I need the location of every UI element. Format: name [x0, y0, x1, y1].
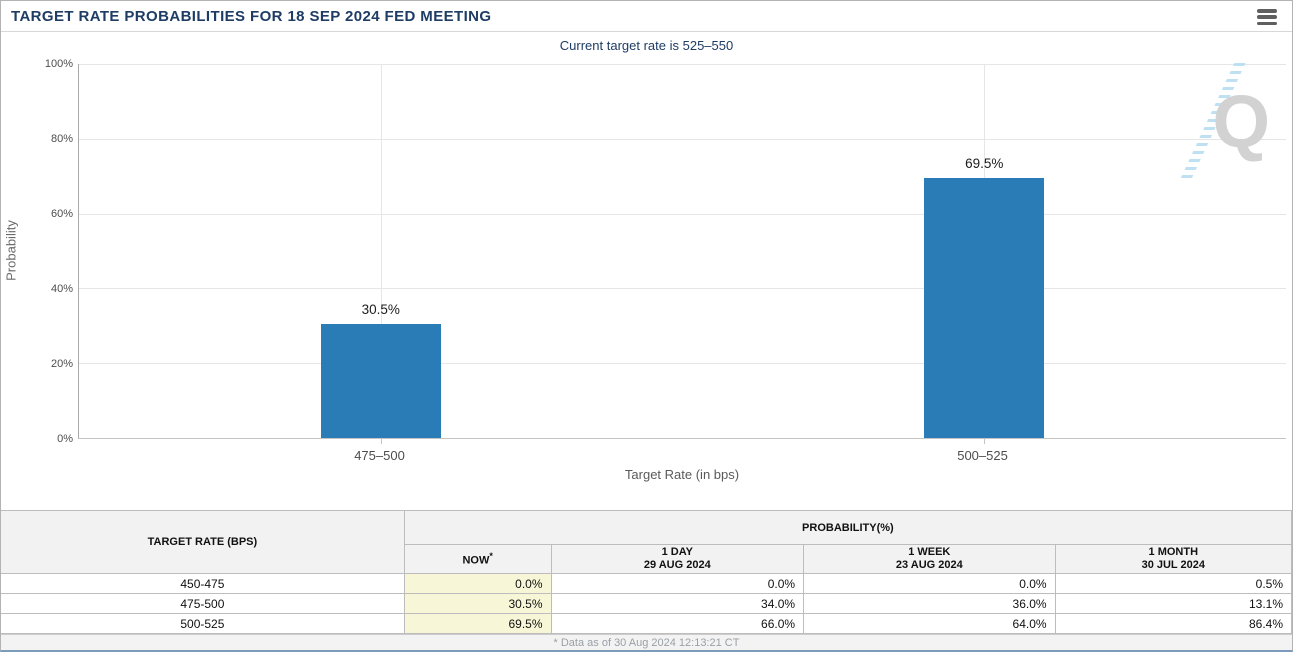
probability-bar[interactable]: [924, 178, 1045, 438]
col-date: 29 AUG 2024: [643, 559, 711, 571]
hamburger-bar: [1257, 15, 1277, 19]
col-header-1-month: 1 MONTH 30 JUL 2024: [1055, 544, 1292, 574]
data-as-of-note: * Data as of 30 Aug 2024 12:13:21 CT: [1, 634, 1292, 650]
now-probability-cell: 30.5%: [404, 593, 552, 614]
bar-value-label: 30.5%: [361, 301, 400, 317]
day-probability-cell: 0.0%: [551, 573, 805, 594]
x-axis-tick: [984, 438, 986, 444]
month-probability-cell: 0.5%: [1055, 573, 1292, 594]
current-target-rate-subtitle: Current target rate is 525–550: [559, 38, 734, 53]
week-probability-cell: 36.0%: [803, 593, 1056, 614]
bar-value-label: 69.5%: [965, 156, 1004, 172]
hamburger-bar: [1257, 9, 1277, 13]
month-probability-cell: 86.4%: [1055, 613, 1292, 634]
y-gridline: [79, 288, 1286, 290]
rate-range-cell: 475-500: [1, 593, 405, 614]
y-gridline: [79, 138, 1286, 140]
header-bar: TARGET RATE PROBABILITIES FOR 18 SEP 202…: [1, 1, 1292, 32]
y-tick-label: 0%: [57, 433, 73, 445]
month-probability-cell: 13.1%: [1055, 593, 1292, 614]
probability-bar[interactable]: [320, 323, 441, 438]
y-tick-label: 40%: [50, 283, 73, 295]
x-category-label: 500–525: [957, 448, 1008, 463]
hamburger-bar: [1257, 21, 1277, 25]
now-label: NOW: [462, 554, 490, 567]
day-probability-cell: 66.0%: [551, 613, 805, 634]
y-gridline: [79, 64, 1286, 65]
now-asterisk: *: [489, 551, 493, 562]
rate-range-cell: 500-525: [1, 613, 405, 634]
col-header-now: NOW*: [404, 544, 552, 574]
now-probability-cell: 69.5%: [404, 613, 552, 634]
x-axis-title: Target Rate (in bps): [624, 467, 740, 482]
week-probability-cell: 64.0%: [803, 613, 1056, 634]
day-probability-cell: 34.0%: [551, 593, 805, 614]
table-row: 500-525 69.5% 66.0% 64.0% 86.4%: [1, 613, 1292, 634]
col-label: 1 MONTH: [1148, 546, 1199, 558]
y-gridline: [79, 213, 1286, 215]
table-row: 450-475 0.0% 0.0% 0.0% 0.5%: [1, 573, 1292, 594]
rate-range-cell: 450-475: [1, 573, 405, 594]
col-header-1-week: 1 WEEK 23 AUG 2024: [803, 544, 1056, 574]
col-date: 23 AUG 2024: [895, 559, 963, 571]
y-tick-label: 80%: [50, 133, 73, 145]
page-title: TARGET RATE PROBABILITIES FOR 18 SEP 202…: [11, 8, 492, 25]
probability-table: TARGET RATE (BPS) PROBABILITY(%) NOW* 1 …: [1, 510, 1292, 634]
x-category-label: 475–500: [354, 448, 405, 463]
hamburger-menu-icon[interactable]: [1257, 9, 1277, 25]
table-row: 475-500 30.5% 34.0% 36.0% 13.1%: [1, 593, 1292, 614]
y-gridline: [79, 363, 1286, 365]
now-probability-cell: 0.0%: [404, 573, 552, 594]
col-date: 30 JUL 2024: [1141, 559, 1205, 571]
col-header-1-day: 1 DAY 29 AUG 2024: [551, 544, 805, 574]
probability-chart: Probability 0% 20% 40% 60% 80% 100% 30.5% 69.5…: [1, 55, 1292, 510]
col-label: 1 DAY: [661, 546, 693, 558]
y-tick-label: 60%: [50, 208, 73, 220]
x-axis-tick: [380, 438, 382, 444]
week-probability-cell: 0.0%: [803, 573, 1056, 594]
y-axis-tick-labels: 0% 20% 40% 60% 80% 100%: [1, 58, 73, 445]
col-label: 1 WEEK: [908, 546, 951, 558]
x-gridline: [380, 64, 382, 438]
y-tick-label: 100%: [44, 58, 73, 70]
col-header-probability: PROBABILITY(%): [404, 510, 1292, 545]
y-tick-label: 20%: [50, 358, 73, 370]
plot-area: 30.5% 69.5%: [78, 64, 1286, 444]
col-header-target-rate: TARGET RATE (BPS): [1, 510, 405, 574]
